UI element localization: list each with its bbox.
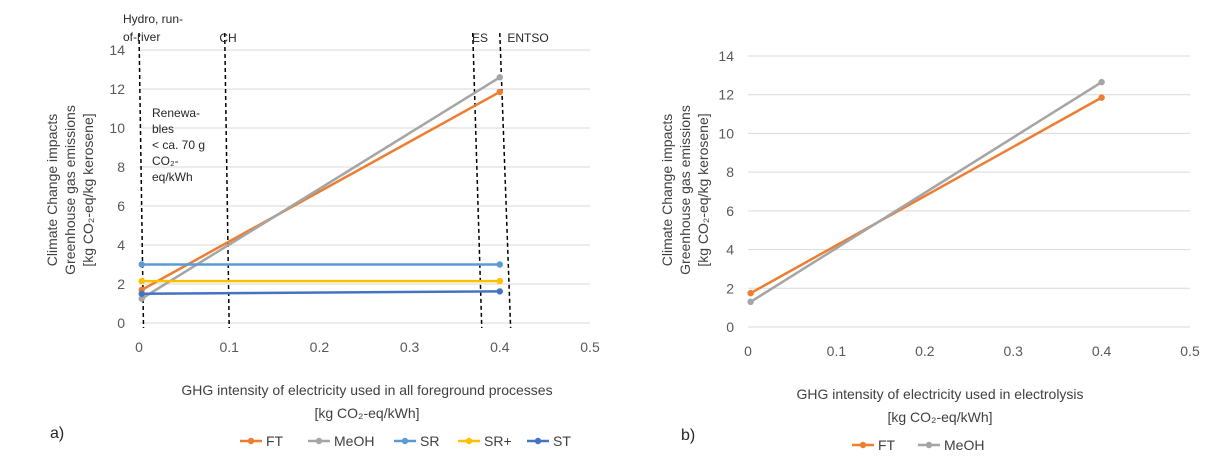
panel-label: a) [50, 425, 64, 442]
data-point-FT [747, 289, 754, 297]
y-tick-label: 14 [718, 48, 734, 64]
y-tick-label: 10 [718, 125, 734, 141]
reference-line-label: ES [472, 31, 488, 45]
legend-marker-FT [247, 437, 255, 445]
y-tick-label: 14 [109, 42, 125, 58]
y-tick-label: 2 [726, 280, 734, 296]
legend-entry: FT [878, 437, 896, 453]
reference-line-label: CH [219, 31, 236, 45]
chart-panel-b: 0 2 4 6 8 10 12 14 0 0.1 0.2 0.3 0.4 0.5 Climate Chang… [659, 48, 1200, 453]
legend-marker-SR+ [465, 437, 473, 445]
legend: FT MeOH [852, 437, 984, 453]
series-line-FT [750, 96, 1103, 295]
y-axis-label: [kg CO₂-eq/kg kerosene] [80, 113, 96, 266]
data-point-MeOH [496, 74, 503, 81]
reference-line [471, 32, 483, 329]
series-line-MeOH [141, 76, 501, 300]
legend-marker-MeOH [925, 441, 933, 449]
data-point-FT [1098, 94, 1105, 101]
y-tick-label: 6 [117, 198, 125, 214]
x-tick-label: 0.4 [1092, 343, 1112, 359]
annotation-text: < ca. 70 g [152, 138, 205, 152]
annotation-text: Renewa- [152, 106, 200, 120]
reference-line-label: Hydro, run- [123, 12, 183, 26]
data-point-SR+ [138, 277, 145, 285]
y-axis-label: Climate Change impacts [659, 114, 675, 267]
x-tick-label: 0.1 [827, 343, 847, 359]
y-axis-label: Greenhouse gas emissions [677, 105, 693, 275]
data-point-SR [496, 261, 503, 268]
y-tick-label: 4 [726, 242, 734, 258]
x-tick-label: 0 [135, 339, 143, 355]
x-tick-label: 0.3 [1003, 343, 1023, 359]
y-axis-label: [kg CO₂-eq/kg kerosene] [695, 113, 711, 266]
legend-entry: SR+ [484, 433, 512, 449]
chart-panel-a: 0 2 4 6 8 10 12 14 0 0.1 0.2 0.3 0.4 0.5 Hydro, run-of… [44, 12, 600, 449]
y-tick-label: 10 [109, 120, 125, 136]
x-tick-label: 0.4 [490, 339, 510, 355]
x-tick-label: 0 [744, 343, 752, 359]
x-tick-label: 0.5 [1180, 343, 1200, 359]
reference-line-label: of-river [123, 30, 160, 44]
annotation-text: eq/kWh [152, 170, 193, 184]
reference-line-label: ENTSO [507, 31, 548, 45]
data-point-ST [496, 288, 503, 295]
annotation-text: CO₂- [152, 154, 179, 168]
y-tick-label: 12 [718, 87, 734, 103]
y-tick-label: 2 [117, 276, 125, 292]
data-point-SR+ [496, 277, 503, 285]
data-point-FT [496, 88, 503, 96]
data-point-ST [138, 290, 145, 297]
legend-entry: ST [553, 433, 571, 449]
x-axis-label: GHG intensity of electricity used in ele… [796, 386, 1083, 402]
panel-label: b) [681, 427, 695, 444]
x-tick-label: 0.5 [580, 339, 600, 355]
reference-line [223, 32, 230, 329]
legend-entry: SR [420, 433, 439, 449]
series-line-ST [141, 290, 500, 295]
x-axis-label: GHG intensity of electricity used in all… [181, 382, 552, 398]
x-axis-label: [kg CO₂-eq/kWh] [314, 405, 419, 421]
y-tick-label: 8 [726, 164, 734, 180]
x-tick-label: 0.2 [915, 343, 935, 359]
y-tick-label: 12 [109, 81, 125, 97]
x-tick-label: 0.2 [310, 339, 330, 355]
legend-marker-SR [401, 437, 409, 445]
legend-marker-FT [859, 441, 867, 449]
y-tick-label: 0 [117, 315, 125, 331]
data-point-MeOH [138, 295, 145, 302]
x-axis-label: [kg CO₂-eq/kWh] [887, 409, 992, 425]
y-tick-label: 8 [117, 159, 125, 175]
legend-entry: MeOH [944, 437, 984, 453]
data-point-MeOH [747, 298, 754, 306]
legend: FT MeOH SR SR+ ST [240, 433, 571, 449]
legend-entry: FT [266, 433, 284, 449]
series-line-FT [141, 90, 501, 291]
y-tick-label: 6 [726, 203, 734, 219]
data-point-MeOH [1098, 78, 1105, 86]
annotation-text: bles [152, 122, 174, 136]
x-tick-label: 0.1 [219, 339, 239, 355]
y-axis-label: Climate Change impacts [44, 114, 60, 267]
x-tick-label: 0.3 [400, 339, 420, 355]
y-axis-label: Greenhouse gas emissions [62, 105, 78, 275]
reference-line [499, 32, 512, 329]
legend-entry: MeOH [334, 433, 374, 449]
data-point-SR [138, 261, 145, 268]
series-line-MeOH [749, 81, 1103, 303]
y-tick-label: 0 [726, 319, 734, 335]
legend-marker-MeOH [315, 437, 323, 445]
y-tick-label: 4 [117, 237, 125, 253]
legend-marker-ST [534, 437, 542, 445]
